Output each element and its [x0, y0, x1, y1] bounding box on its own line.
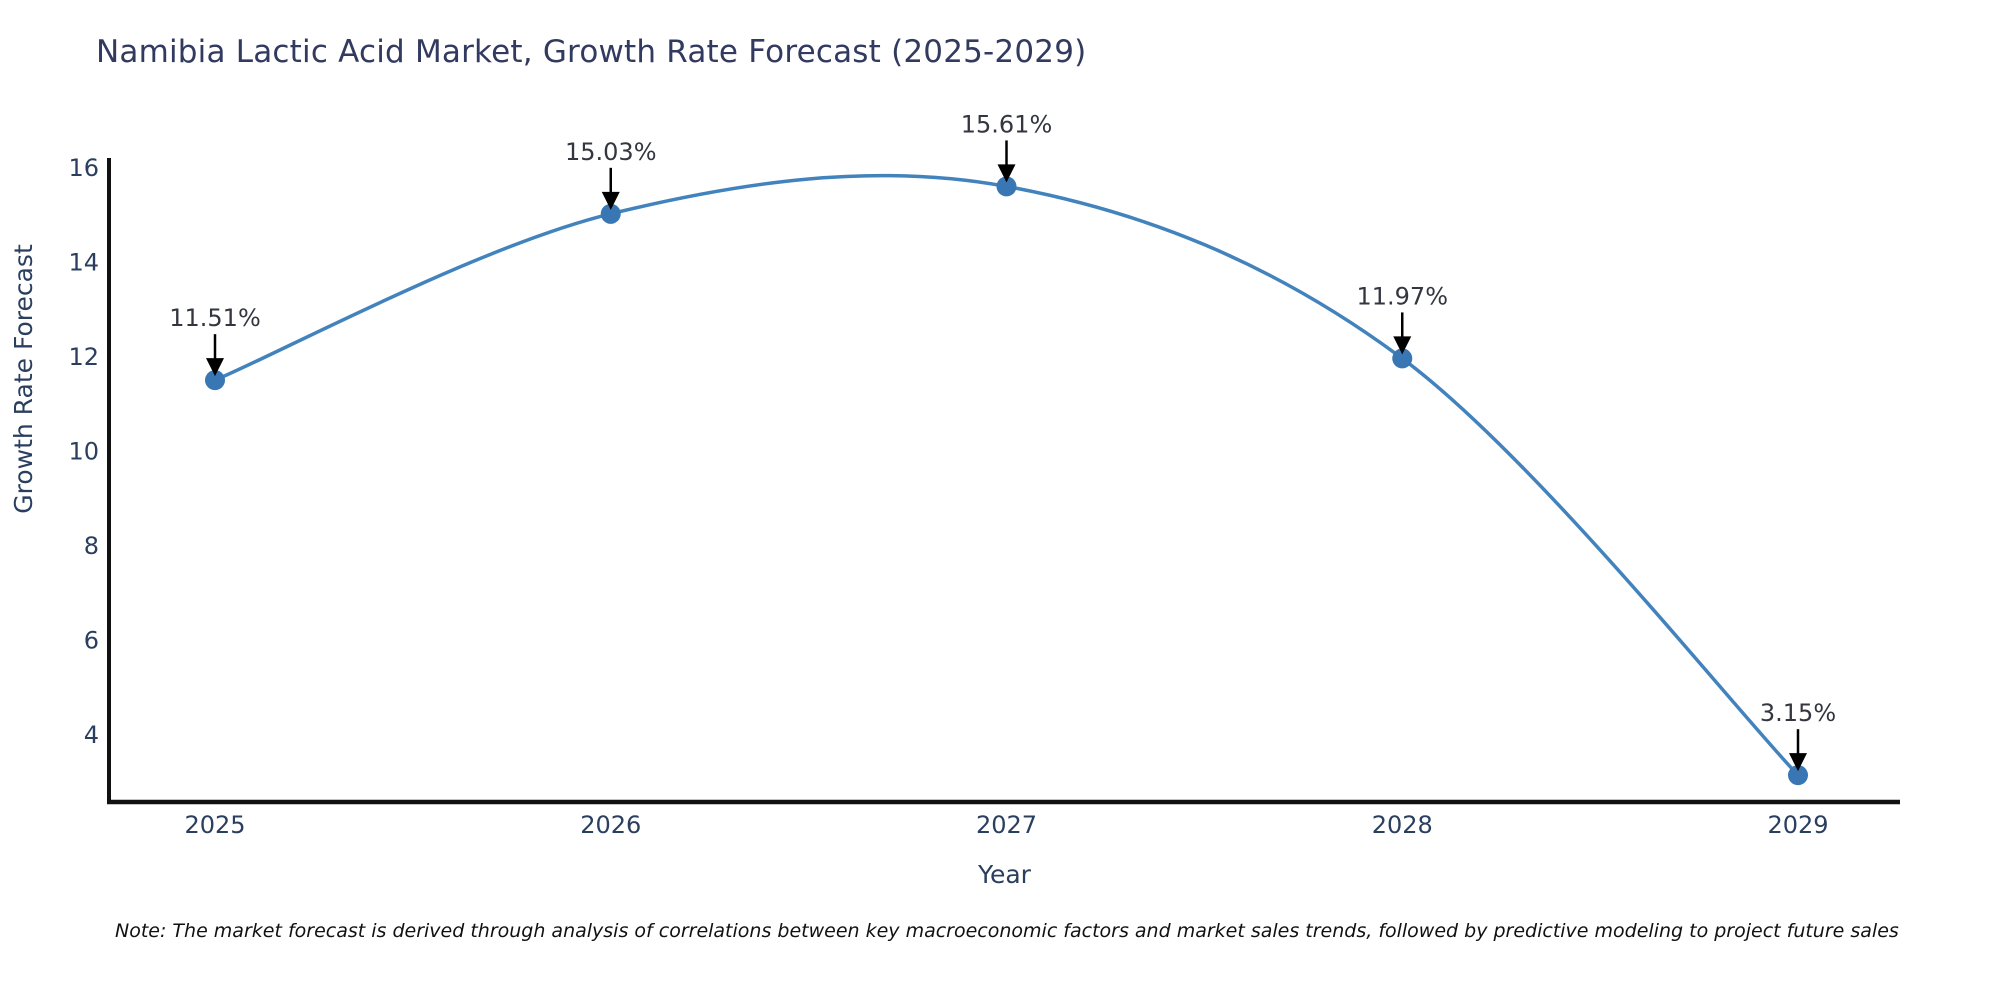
- data-point-marker: [600, 203, 621, 224]
- point-annotation-label: 15.61%: [961, 110, 1053, 138]
- x-tick-label: 2027: [976, 811, 1037, 839]
- y-tick-label: 16: [68, 154, 99, 182]
- y-tick-label: 6: [84, 627, 99, 655]
- y-tick-label: 8: [84, 532, 99, 560]
- chart-title: Namibia Lactic Acid Market, Growth Rate …: [96, 34, 1087, 70]
- x-tick-label: 2026: [580, 811, 641, 839]
- point-annotation-label: 11.51%: [169, 304, 261, 332]
- data-point-marker: [1788, 765, 1808, 786]
- point-annotation-label: 15.03%: [565, 138, 657, 166]
- y-tick-label: 4: [84, 721, 99, 749]
- annotation-arrowhead: [1789, 753, 1807, 772]
- footnote: Note: The market forecast is derived thr…: [115, 920, 1899, 942]
- y-tick-label: 14: [68, 249, 99, 277]
- y-tick-label: 10: [68, 438, 99, 466]
- data-point-marker: [1392, 348, 1413, 369]
- annotation-arrowhead: [997, 164, 1016, 183]
- forecast-line: [214, 173, 1800, 777]
- data-point-marker: [205, 370, 225, 391]
- x-tick-label: 2028: [1372, 811, 1433, 839]
- point-annotation-label: 3.15%: [1760, 699, 1836, 727]
- x-axis-title: Year: [978, 860, 1031, 889]
- y-tick-label: 12: [68, 343, 99, 371]
- annotation-arrowhead: [206, 358, 224, 377]
- y-axis-title: Growth Rate Forecast: [9, 244, 38, 514]
- annotation-arrowhead: [1393, 336, 1412, 355]
- point-annotation-label: 11.97%: [1356, 282, 1448, 310]
- x-tick-label: 2029: [1767, 811, 1828, 839]
- data-point-marker: [996, 176, 1017, 197]
- annotation-arrowhead: [601, 191, 620, 210]
- x-tick-label: 2025: [184, 811, 245, 839]
